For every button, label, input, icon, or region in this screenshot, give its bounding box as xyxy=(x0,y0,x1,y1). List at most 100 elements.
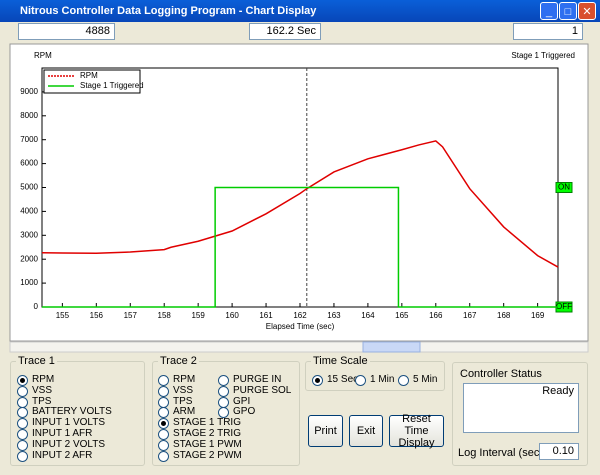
radio-label[interactable]: BATTERY VOLTS xyxy=(32,406,112,418)
x-tick-label: 163 xyxy=(327,311,341,320)
radio-label[interactable]: GPO xyxy=(233,406,256,418)
radio-label[interactable]: GPI xyxy=(233,395,251,407)
radio-label[interactable]: STAGE 1 TRIG xyxy=(173,417,241,429)
y2-tick-label: OFF xyxy=(556,302,572,311)
minimize-button[interactable]: _ xyxy=(540,2,558,20)
radio-button[interactable] xyxy=(17,396,28,408)
radio-button[interactable] xyxy=(158,450,169,462)
radio-button[interactable] xyxy=(158,439,169,451)
x-tick-label: 168 xyxy=(497,311,511,320)
x-tick-label: 161 xyxy=(259,311,273,320)
radio-label[interactable]: RPM xyxy=(173,374,196,385)
window-title: Nitrous Controller Data Logging Program … xyxy=(20,5,317,17)
x-tick-label: 166 xyxy=(429,311,443,320)
time-scale-group xyxy=(305,361,445,391)
rpm-field: 4888 xyxy=(18,23,115,40)
radio-button[interactable] xyxy=(17,450,28,462)
time-field: 162.2 Sec xyxy=(249,23,321,40)
radio-button[interactable] xyxy=(355,375,366,386)
group-title: Trace 2 xyxy=(158,355,199,367)
y-tick-label: 6000 xyxy=(20,159,38,168)
radio-label[interactable]: ARM xyxy=(173,406,196,418)
x-tick-label: 167 xyxy=(463,311,477,320)
radio-button[interactable] xyxy=(398,375,409,386)
x-tick-label: 164 xyxy=(361,311,375,320)
radio-label[interactable]: STAGE 1 PWM xyxy=(173,438,242,450)
x-tick-label: 169 xyxy=(531,311,545,320)
x-tick-label: 155 xyxy=(56,311,70,320)
x-tick-label: 156 xyxy=(90,311,104,320)
scrollbar[interactable] xyxy=(9,341,589,353)
y-tick-label: 1000 xyxy=(20,278,38,287)
y-tick-label: 8000 xyxy=(20,111,38,120)
group-title: Controller Status xyxy=(458,368,544,380)
radio-button[interactable] xyxy=(218,407,229,419)
trace2-group xyxy=(152,361,300,466)
radio-button[interactable] xyxy=(17,429,28,440)
radio-button[interactable] xyxy=(158,407,169,419)
radio-label[interactable]: 15 Sec xyxy=(327,374,359,385)
reset-button[interactable]: Reset Time Display xyxy=(389,413,444,449)
y-axis-label: RPM xyxy=(34,51,52,60)
radio-label[interactable]: PURGE IN xyxy=(233,374,282,385)
exit-button[interactable]: Exit xyxy=(349,415,383,447)
radio-label[interactable]: 1 Min xyxy=(370,374,395,385)
legend-label: RPM xyxy=(80,71,98,80)
y2-tick-box xyxy=(555,182,573,193)
radio-button[interactable] xyxy=(17,385,28,397)
y-tick-label: 2000 xyxy=(20,254,38,263)
y-tick-label: 4000 xyxy=(20,207,38,216)
radio-button[interactable] xyxy=(17,439,28,451)
title-bar: Nitrous Controller Data Logging Program … xyxy=(0,0,600,22)
radio-button[interactable] xyxy=(17,375,28,386)
radio-button[interactable] xyxy=(218,375,229,386)
radio-label[interactable]: TPS xyxy=(32,395,52,407)
status-box: Ready xyxy=(463,383,579,433)
radio-label[interactable]: INPUT 1 VOLTS xyxy=(32,417,105,429)
log-interval-field[interactable]: 0.10 xyxy=(539,443,579,460)
trace1-group xyxy=(10,361,145,466)
group-title: Trace 1 xyxy=(16,355,57,367)
index-field: 1 xyxy=(513,23,583,40)
x-tick-label: 158 xyxy=(158,311,172,320)
radio-label[interactable]: 5 Min xyxy=(413,374,438,385)
x-tick-label: 157 xyxy=(124,311,138,320)
radio-button[interactable] xyxy=(312,375,323,386)
radio-label[interactable]: VSS xyxy=(173,384,194,396)
right-label: Stage 1 Triggered xyxy=(511,51,575,60)
radio-button[interactable] xyxy=(158,418,169,430)
radio-button[interactable] xyxy=(218,396,229,408)
radio-button[interactable] xyxy=(158,429,169,440)
radio-label[interactable]: INPUT 2 VOLTS xyxy=(32,438,105,450)
y2-tick-label: ON xyxy=(558,183,570,192)
radio-button[interactable] xyxy=(158,375,169,386)
legend-label: Stage 1 Triggered xyxy=(80,81,144,90)
radio-label[interactable]: STAGE 2 PWM xyxy=(173,449,242,461)
x-tick-label: 160 xyxy=(225,311,239,320)
radio-label[interactable]: INPUT 2 AFR xyxy=(32,449,93,461)
series-line xyxy=(42,186,558,308)
radio-label[interactable]: STAGE 2 TRIG xyxy=(173,428,241,439)
radio-button[interactable] xyxy=(17,418,28,430)
radio-button[interactable] xyxy=(158,396,169,408)
y-tick-label: 7000 xyxy=(20,135,38,144)
x-tick-label: 162 xyxy=(293,311,307,320)
radio-button[interactable] xyxy=(17,407,28,419)
radio-label[interactable]: VSS xyxy=(32,384,53,396)
radio-button[interactable] xyxy=(158,385,169,397)
close-button[interactable]: ✕ xyxy=(578,2,596,20)
log-interval-label: Log Interval (sec) xyxy=(458,447,543,459)
group-title: Time Scale xyxy=(311,355,370,367)
maximize-button[interactable]: □ xyxy=(559,2,577,20)
radio-label[interactable]: INPUT 1 AFR xyxy=(32,428,93,439)
x-tick-label: 159 xyxy=(191,311,205,320)
print-button[interactable]: Print xyxy=(308,415,343,447)
scroll-thumb[interactable] xyxy=(362,341,421,353)
radio-label[interactable]: TPS xyxy=(173,395,193,407)
series-line xyxy=(41,140,559,268)
radio-label[interactable]: RPM xyxy=(32,374,55,385)
radio-label[interactable]: PURGE SOL xyxy=(233,384,292,396)
radio-button[interactable] xyxy=(218,385,229,397)
